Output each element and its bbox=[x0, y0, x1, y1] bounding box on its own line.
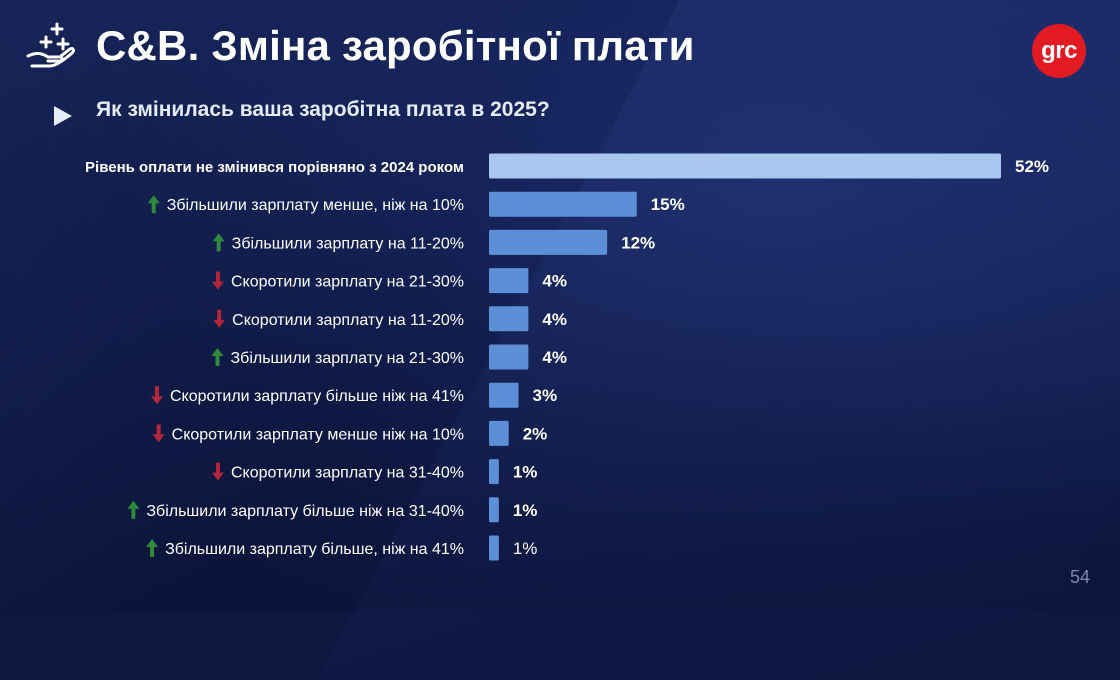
hand-sparkles-icon bbox=[26, 22, 75, 68]
bar-4 bbox=[489, 268, 529, 294]
bar-8 bbox=[489, 420, 509, 446]
value-label-2: 15% bbox=[651, 195, 685, 214]
bar-2 bbox=[489, 191, 637, 217]
value-label-11: 1% bbox=[513, 539, 538, 558]
category-label-11: Збільшили зарплату більше, ніж на 41% bbox=[165, 541, 464, 558]
bar-7 bbox=[489, 382, 519, 408]
arrow-up-icon bbox=[211, 348, 224, 366]
category-label-1: Рівень оплати не змінився порівняно з 20… bbox=[85, 159, 464, 176]
value-label-1: 52% bbox=[1015, 157, 1049, 176]
question-subtitle: Як змінилась ваша заробітна плата в 2025… bbox=[96, 98, 550, 121]
horizontal-bar-chart: Рівень оплати не змінився порівняно з 20… bbox=[85, 153, 1049, 561]
value-label-8: 2% bbox=[523, 424, 548, 443]
bar-10 bbox=[489, 497, 499, 523]
background bbox=[0, 0, 1120, 611]
category-label-3: Збільшили зарплату на 11-20% bbox=[232, 235, 464, 252]
arrow-down-icon bbox=[150, 386, 163, 405]
arrow-down-icon bbox=[213, 309, 226, 328]
bar-6 bbox=[489, 344, 529, 370]
category-label-8: Скоротили зарплату менше ніж на 10% bbox=[172, 426, 464, 443]
arrow-down-icon bbox=[211, 462, 224, 481]
value-label-5: 4% bbox=[542, 310, 567, 329]
bar-3 bbox=[489, 229, 608, 255]
bar-9 bbox=[489, 459, 499, 485]
arrow-up-icon bbox=[146, 539, 159, 557]
category-label-7: Скоротили зарплату більше ніж на 41% bbox=[170, 388, 464, 405]
arrow-down-icon bbox=[152, 424, 165, 443]
bar-5 bbox=[489, 306, 529, 332]
value-label-10: 1% bbox=[513, 501, 538, 520]
arrow-up-icon bbox=[147, 195, 160, 214]
category-label-10: Збільшили зарплату більше ніж на 31-40% bbox=[146, 503, 464, 520]
category-label-4: Скоротили зарплату на 21-30% bbox=[231, 274, 464, 291]
arrow-up-icon bbox=[127, 500, 140, 519]
arrow-up-icon bbox=[212, 233, 225, 252]
category-label-5: Скоротили зарплату на 11-20% bbox=[232, 312, 464, 329]
category-label-9: Скоротили зарплату на 31-40% bbox=[231, 465, 464, 482]
grc-logo: grc bbox=[1032, 24, 1086, 78]
bar-11 bbox=[489, 535, 499, 561]
category-label-2: Збільшили зарплату менше, ніж на 10% bbox=[167, 197, 464, 214]
page-title: C&B. Зміна заробітної плати bbox=[96, 22, 695, 69]
arrow-down-icon bbox=[211, 271, 224, 290]
value-label-3: 12% bbox=[621, 233, 655, 252]
play-icon bbox=[54, 106, 72, 126]
value-label-9: 1% bbox=[513, 463, 538, 482]
value-label-6: 4% bbox=[542, 348, 567, 367]
bar-1 bbox=[489, 153, 1001, 179]
value-label-4: 4% bbox=[542, 272, 567, 291]
page-number: 54 bbox=[1069, 567, 1090, 587]
category-label-6: Збільшили зарплату на 21-30% bbox=[230, 350, 464, 367]
value-label-7: 3% bbox=[533, 386, 558, 405]
